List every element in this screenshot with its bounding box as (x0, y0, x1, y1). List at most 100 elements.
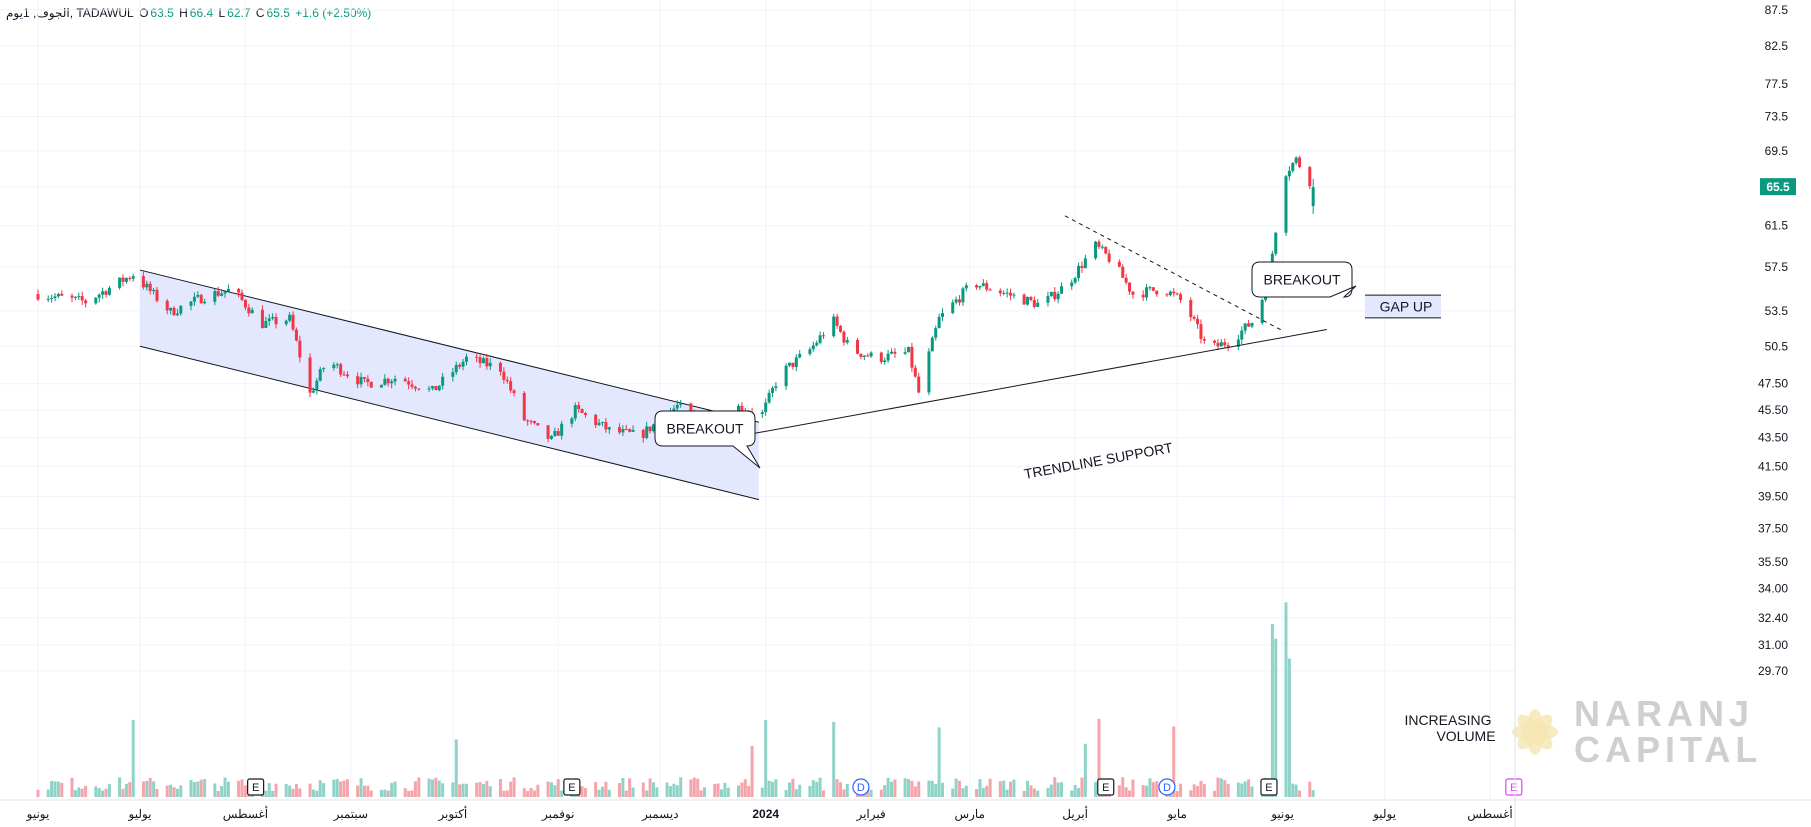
candle-body (1107, 253, 1111, 262)
volume-bar (597, 789, 601, 797)
volume-bar (665, 782, 669, 797)
volume-bar (1005, 789, 1009, 797)
candle-body (189, 301, 193, 306)
volume-bar (97, 788, 101, 797)
candle-body (53, 296, 57, 299)
volume-bar (526, 790, 530, 797)
volume-bar (553, 785, 557, 797)
candle-body (1060, 286, 1064, 294)
volume-bar (927, 780, 931, 797)
volume-bar (818, 777, 822, 797)
candle-body (478, 357, 482, 364)
volume-bar (594, 782, 598, 797)
volume-bar (556, 779, 560, 797)
volume-bar (723, 782, 727, 797)
price-axis[interactable]: 87.5 82.5 77.5 73.5 69.5 65.5 61.5 57.5 53.5 50.5… (1514, 0, 1796, 827)
candle-body (1005, 292, 1009, 294)
candle-body (583, 413, 587, 415)
volume-bar (978, 779, 982, 797)
volume-bar (794, 789, 798, 797)
candle-body (356, 376, 360, 385)
candle-body (145, 283, 149, 288)
candle-body (958, 299, 962, 303)
candle-body (1049, 291, 1053, 297)
volume-bar (631, 787, 635, 797)
candle-body (903, 352, 907, 354)
volume-bar (784, 790, 788, 797)
candle-body (1250, 322, 1254, 327)
volume-bar (975, 789, 979, 797)
candle-body (628, 429, 632, 432)
volume-bar (767, 780, 771, 797)
volume-bar (485, 780, 489, 797)
volume-bar (417, 777, 421, 797)
candle-body (1073, 278, 1077, 283)
candle-body (485, 358, 489, 367)
volume-bar (869, 789, 873, 797)
candle-body (359, 377, 363, 385)
volume-bar (743, 779, 747, 797)
volume-bar (165, 785, 169, 797)
volume-bar (1274, 638, 1278, 797)
volume-bar (1145, 785, 1149, 797)
candle-body (556, 431, 560, 436)
volume-bar (390, 782, 394, 797)
candle-body (1083, 258, 1087, 268)
candle-body (1219, 342, 1223, 347)
candle-body (1172, 291, 1176, 294)
time-tick-label: ديسمبر (641, 807, 679, 821)
volume-bar (1175, 790, 1179, 797)
volume-bar (774, 779, 778, 797)
price-tick-label: 34.00 (1758, 581, 1788, 595)
candle-body (1216, 342, 1220, 347)
candle-body (247, 307, 251, 314)
candle-body (169, 307, 173, 311)
candle-body (461, 361, 465, 367)
volume-bar (155, 788, 159, 797)
volume-bar (655, 787, 659, 797)
candle-body (546, 425, 550, 439)
time-tick-label: يونيو (26, 807, 50, 821)
volume-bar (70, 777, 74, 797)
volume-bar (1121, 777, 1125, 797)
volume-bar (964, 785, 968, 797)
volume-bar (362, 785, 366, 797)
volume-bar (1192, 784, 1196, 797)
candle-body (1308, 167, 1312, 187)
volume-bar (1032, 788, 1036, 797)
volume-bar (339, 781, 343, 797)
candle-body (740, 405, 744, 412)
candle-body (1029, 297, 1033, 301)
candle-body (866, 355, 870, 357)
volume-bar (1070, 790, 1074, 797)
candle-body (1294, 157, 1298, 163)
time-axis[interactable]: يونيو يوليو أغسطس سبتمبر أكتوبر نوفمبر ديسمبر 2… (0, 799, 1811, 821)
candle-body (155, 289, 159, 301)
candle-body (386, 378, 390, 384)
candle-body (1070, 282, 1074, 287)
candle-body (56, 293, 60, 297)
time-tick-label: أغسطس (223, 806, 268, 821)
candle-body (342, 374, 346, 376)
volume-bar (128, 782, 132, 797)
volume-bar (1077, 788, 1081, 797)
candle-body (379, 384, 383, 388)
volume-bar (668, 786, 672, 797)
candle-body (203, 301, 207, 304)
candle-body (1097, 241, 1101, 247)
volume-bar (298, 788, 302, 797)
volume-bar (1094, 782, 1098, 797)
volume-bar (464, 783, 468, 797)
volume-bar (617, 783, 621, 797)
volume-bar (937, 727, 941, 797)
candle-body (594, 414, 598, 426)
candle-body (1155, 290, 1159, 295)
candle-body (237, 288, 241, 293)
volume-bar (131, 719, 135, 797)
breakout-callout-2-label: BREAKOUT (1263, 272, 1340, 288)
time-tick-label: نوفمبر (541, 807, 574, 821)
volume-bar (318, 780, 322, 797)
volume-bar (220, 786, 224, 797)
